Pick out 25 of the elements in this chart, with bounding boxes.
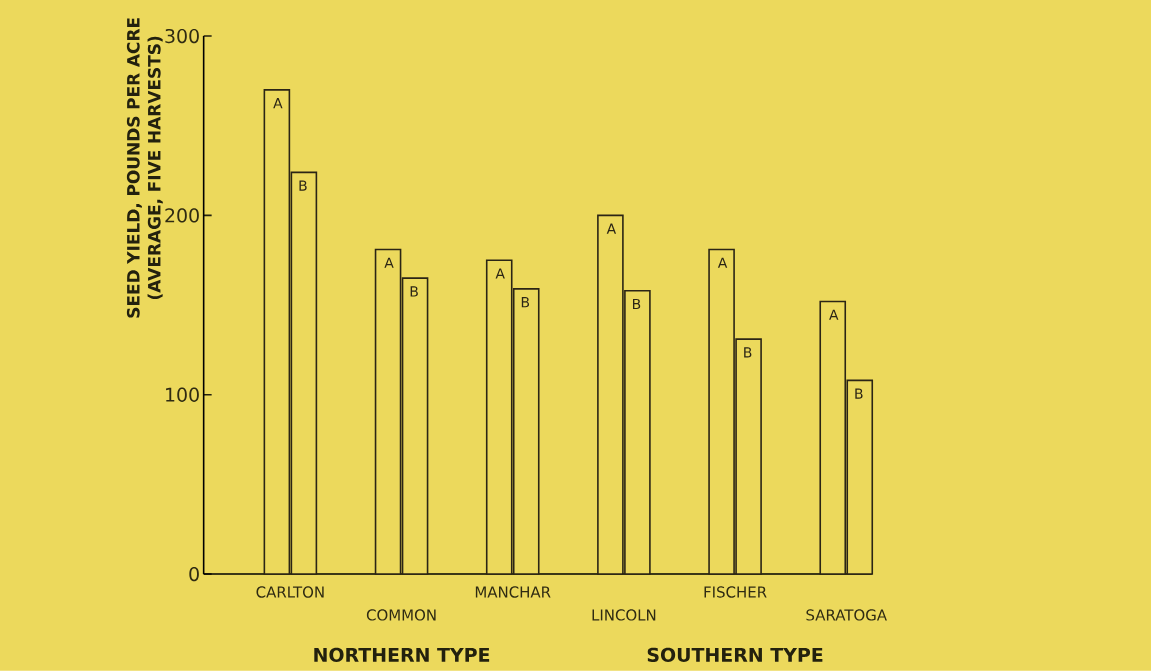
y-tick-label: 200 — [165, 208, 199, 223]
x-tick-label: FISCHER — [704, 586, 767, 598]
y-tick-label: 0 — [189, 567, 199, 582]
text: B — [521, 297, 530, 308]
x-tick-label: CARLTON — [256, 586, 324, 598]
series-label: B — [299, 180, 307, 191]
y-tick-label: 300 — [165, 28, 199, 44]
y-tick-label: 100 — [166, 387, 199, 402]
series-label: A — [273, 98, 283, 109]
text: A — [717, 257, 728, 268]
text: NORTHERN TYPE — [314, 647, 490, 663]
text: A — [495, 268, 505, 279]
text: B — [633, 298, 641, 310]
text: A — [829, 309, 839, 320]
text: A — [384, 257, 394, 268]
text: A — [606, 223, 617, 234]
text: B — [855, 388, 863, 399]
text: B — [410, 286, 418, 297]
x-tick-label: COMMON — [366, 609, 436, 621]
y-axis-title: SEED YIELD, POUNDS PER ACRE (AVERAGE, FIVE HARVESTS) — [126, 18, 163, 318]
x-tick-label: LINCOLN — [592, 609, 656, 621]
x-tick-label: SARATOGA — [806, 609, 887, 621]
x-tick-label: MANCHAR — [475, 586, 551, 598]
text: B — [744, 347, 752, 358]
text: SOUTHERN TYPE — [647, 647, 823, 663]
